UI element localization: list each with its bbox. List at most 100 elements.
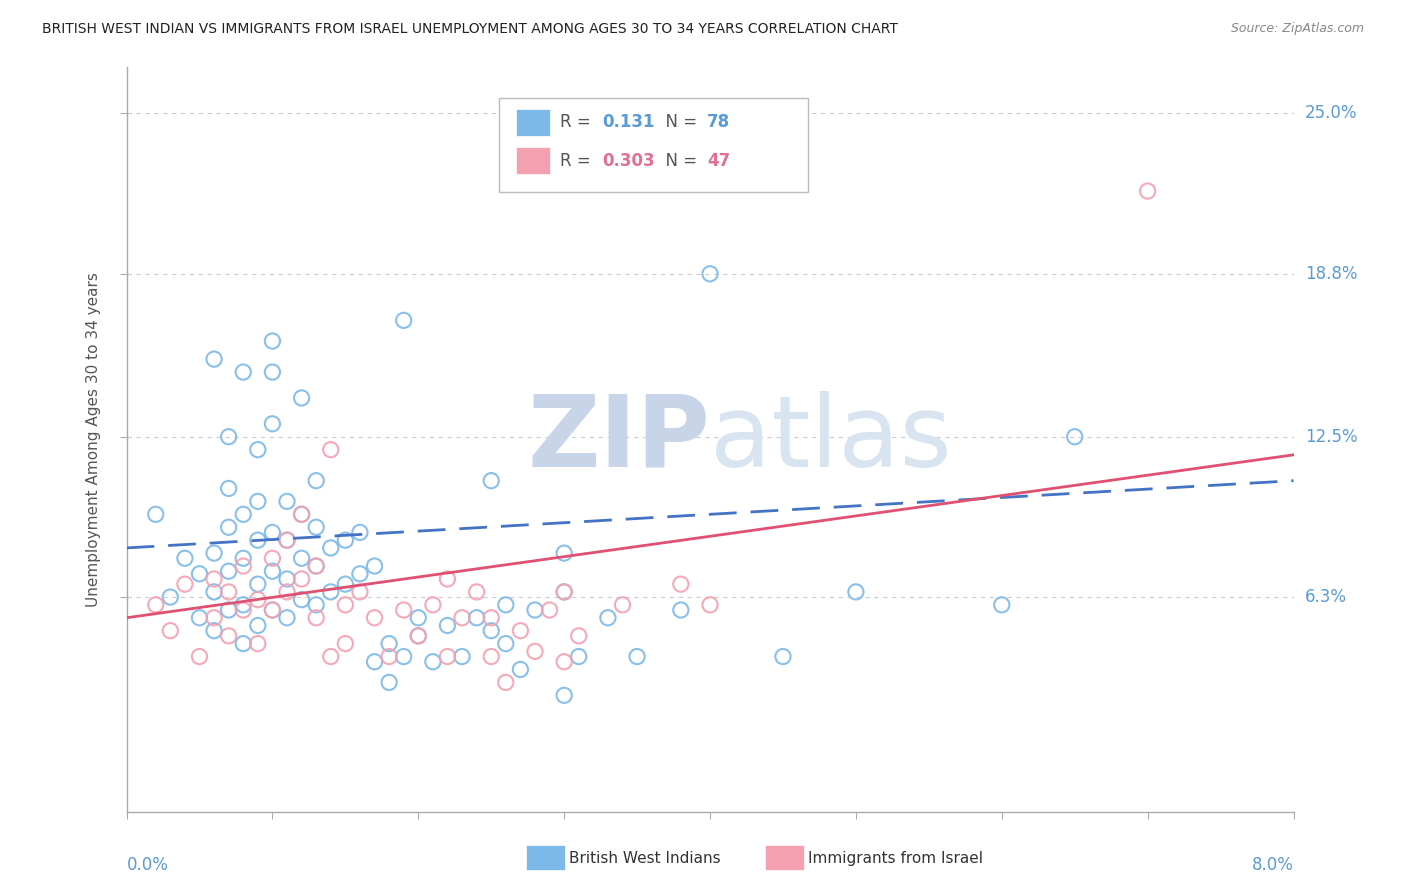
Point (262, 417, 284, 431)
Point (669, 577, 692, 591)
Point (422, 655, 444, 669)
Point (145, 598, 167, 612)
Text: Source: ZipAtlas.com: Source: ZipAtlas.com (1230, 22, 1364, 36)
Point (349, 585, 371, 599)
Point (246, 442, 269, 457)
Point (246, 592, 269, 607)
Point (188, 566, 211, 581)
Point (174, 551, 197, 566)
Point (596, 611, 619, 625)
Point (479, 649, 502, 664)
Point (495, 637, 517, 651)
Text: 6.3%: 6.3% (1305, 588, 1347, 606)
Point (335, 637, 357, 651)
Point (479, 611, 502, 625)
Point (305, 611, 328, 625)
Point (305, 520, 328, 534)
Point (378, 637, 401, 651)
Point (290, 508, 312, 522)
Point (262, 564, 284, 578)
Point (465, 585, 488, 599)
Point (188, 649, 211, 664)
Point (202, 585, 225, 599)
Point (246, 533, 269, 548)
Point (218, 482, 240, 496)
Point (1063, 430, 1085, 444)
Point (319, 442, 342, 457)
Point (218, 564, 240, 578)
Point (436, 572, 458, 586)
Point (218, 629, 240, 643)
Point (305, 474, 328, 488)
Point (202, 572, 225, 586)
Point (262, 603, 284, 617)
Point (363, 655, 385, 669)
Point (276, 533, 298, 548)
Text: Immigrants from Israel: Immigrants from Israel (808, 851, 983, 865)
Text: 0.131: 0.131 (602, 113, 654, 131)
Text: 78: 78 (707, 113, 730, 131)
Point (145, 508, 167, 522)
Point (699, 267, 721, 281)
Point (159, 624, 181, 638)
Point (246, 577, 269, 591)
Point (218, 585, 240, 599)
Point (232, 559, 254, 574)
Text: atlas: atlas (710, 391, 952, 488)
Text: R =: R = (560, 113, 596, 131)
Point (509, 624, 531, 638)
Point (335, 598, 357, 612)
Point (772, 649, 794, 664)
Point (553, 585, 575, 599)
Point (523, 644, 546, 658)
Text: British West Indians: British West Indians (569, 851, 721, 865)
Text: 8.0%: 8.0% (1251, 856, 1294, 874)
Point (262, 365, 284, 379)
Point (408, 611, 430, 625)
Point (246, 494, 269, 508)
Point (495, 675, 517, 690)
Point (232, 603, 254, 617)
Point (349, 525, 371, 540)
Point (568, 629, 591, 643)
Point (232, 598, 254, 612)
Point (465, 611, 488, 625)
Point (612, 598, 634, 612)
Point (159, 590, 181, 604)
Point (276, 611, 298, 625)
Point (290, 508, 312, 522)
Point (262, 603, 284, 617)
Point (276, 494, 298, 508)
Point (553, 689, 575, 703)
Point (188, 611, 211, 625)
Point (305, 559, 328, 574)
Point (479, 624, 502, 638)
Point (553, 546, 575, 560)
Point (276, 533, 298, 548)
Point (202, 546, 225, 560)
Text: 0.0%: 0.0% (127, 856, 169, 874)
Point (568, 649, 591, 664)
Point (202, 624, 225, 638)
Text: 0.303: 0.303 (602, 152, 654, 169)
Point (232, 508, 254, 522)
Point (523, 603, 546, 617)
Point (174, 577, 197, 591)
Point (246, 637, 269, 651)
Text: R =: R = (560, 152, 596, 169)
Text: N =: N = (655, 152, 703, 169)
Point (363, 559, 385, 574)
Text: N =: N = (655, 113, 703, 131)
Point (319, 585, 342, 599)
Point (990, 598, 1012, 612)
Point (699, 598, 721, 612)
Point (479, 474, 502, 488)
Point (202, 611, 225, 625)
Point (378, 649, 401, 664)
Point (392, 649, 415, 664)
Point (451, 649, 474, 664)
Point (408, 629, 430, 643)
Text: 47: 47 (707, 152, 731, 169)
Point (363, 611, 385, 625)
Point (553, 655, 575, 669)
